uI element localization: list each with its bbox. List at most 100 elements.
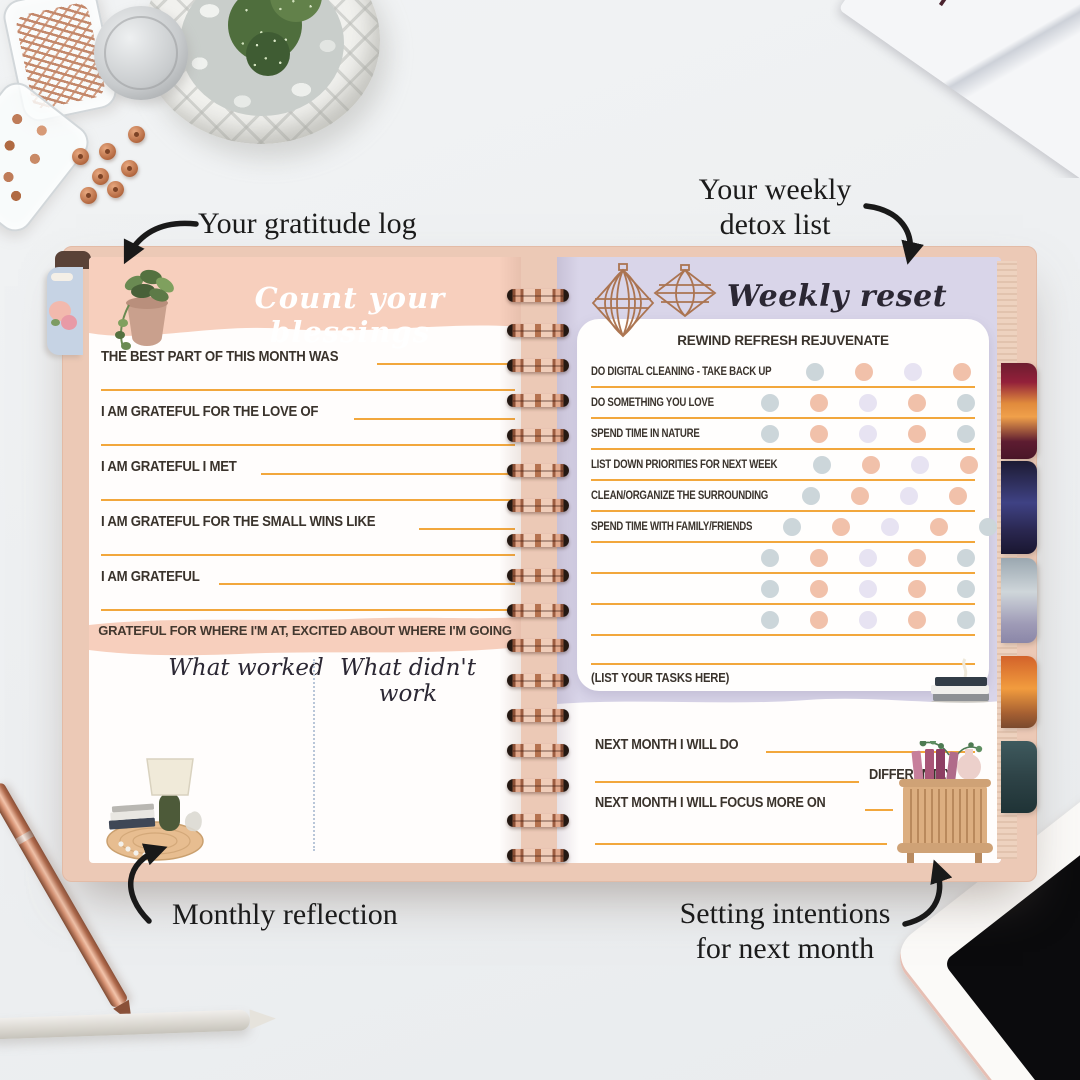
task-label: LIST DOWN PRIORITIES FOR NEXT WEEK [591,458,778,471]
habit-dot [859,393,877,412]
habit-dot [810,393,828,412]
lamp-illustration [106,758,204,861]
habit-dot [859,579,877,598]
marble-cover: or [838,0,1080,178]
habit-dot [957,393,975,412]
pen-band [15,829,35,846]
annotation-line: for next month [695,932,875,965]
jar-lid [94,6,188,100]
gratitude-prompt: THE BEST PART OF THIS MONTH WAS [101,343,515,398]
habit-dot [957,579,975,598]
marble-notebook-partial-text: or [919,0,961,15]
gratitude-quote: GRATEFUL FOR WHERE I'M AT, EXCITED ABOUT… [98,623,512,638]
habit-dot [761,610,779,629]
sunset-tab-1 [1001,363,1037,459]
spiral-coil [507,674,569,687]
pushpin [128,126,145,143]
column-what-didnt-work: What didn't work [340,655,476,707]
habit-dot [948,486,967,505]
spiral-coil [507,324,569,337]
habit-dot [831,517,850,536]
writing-line [353,402,515,420]
spiral-binding [63,247,1036,881]
list-tasks-hint: (LIST YOUR TASKS HERE) [591,671,730,685]
spiral-coil [507,499,569,512]
weekly-reset-title: Weekly reset [726,279,948,314]
weekly-reset-card: REWIND REFRESH REJUVENATE DO DIGITAL CLE… [577,319,1001,691]
weekly-reset-subtitle: REWIND REFRESH REJUVENATE [677,333,889,348]
blank-task-line [591,636,975,665]
habit-dot [957,548,975,567]
spiral-coil [507,394,569,407]
weekly-task-row [591,574,975,605]
prompt-label: I AM GRATEFUL I MET [101,458,237,475]
gratitude-page: Count your blessings THE BEST PART OF TH… [89,257,521,863]
quote-band [89,617,521,656]
spiral-coil [507,849,569,862]
task-label: CLEAN/ORGANIZE THE SURROUNDING [591,489,769,502]
spiral-coil [507,779,569,792]
writing-line [595,765,859,783]
weekly-task-row: LIST DOWN PRIORITIES FOR NEXT WEEK [591,450,978,481]
task-label: DO DIGITAL CLEANING - TAKE BACK UP [591,365,772,378]
writing-line [261,457,515,475]
writing-line [376,347,515,365]
habit-dot [810,579,828,598]
habit-dot [910,455,929,474]
writing-line [101,554,515,556]
habit-dot [761,393,779,412]
annotation-setting-intentions: Setting intentions for next month [655,896,915,966]
habit-dot [899,486,918,505]
gratitude-prompt: I AM GRATEFUL I MET [101,453,515,508]
annotation-line: detox list [719,208,831,241]
sunset-tab-4 [1001,656,1037,728]
writing-line [218,567,515,585]
intention-prompt-1: NEXT MONTH I WILL DO [595,737,739,753]
sunset-tab-5 [1001,741,1037,813]
marble-notebook: or [830,0,1080,178]
prompt-label: I AM GRATEFUL FOR THE SMALL WINS LIKE [101,513,376,530]
task-label: SPEND TIME IN NATURE [591,427,700,440]
tab-lace [51,273,73,281]
habit-dot [761,424,779,443]
annotation-weekly-detox: Your weekly detox list [668,172,882,242]
spiral-coil [507,709,569,722]
cabinet-illustration [897,741,993,863]
habit-dot [861,455,880,474]
spiral-coil [507,359,569,372]
weekly-task-row: DO SOMETHING YOU LOVE [591,388,975,419]
sunset-tab-3 [1001,558,1037,643]
habit-dots [761,548,975,567]
habit-dots [761,579,975,598]
pushpin [99,143,116,160]
habit-dot [957,610,975,629]
pushpin [107,181,124,198]
habit-dot [801,486,820,505]
pushpin [72,148,89,165]
habit-dot [908,393,926,412]
prompt-label: I AM GRATEFUL [101,568,200,585]
weekly-task-row: DO DIGITAL CLEANING - TAKE BACK UP [591,357,975,388]
weekly-task-row: SPEND TIME WITH FAMILY/FRIENDS [591,512,997,543]
habit-dot [810,548,828,567]
writing-line [101,444,515,446]
annotation-line: Setting intentions [679,897,891,930]
intention-prompt-2: NEXT MONTH I WILL FOCUS MORE ON [595,795,826,811]
spiral-coil [507,814,569,827]
habit-dot [761,548,779,567]
task-label: DO SOMETHING YOU LOVE [591,396,714,409]
rattan-lanterns-illustration [591,263,717,338]
writing-line [595,819,887,845]
weekly-reset-page: REWIND REFRESH REJUVENATE DO DIGITAL CLE… [557,257,1001,863]
pushpin [80,187,97,204]
writing-line [864,793,893,811]
habit-dots [805,362,1001,381]
lavender-wave [557,698,1001,717]
annotation-gratitude-log: Your gratitude log [198,207,417,240]
habit-dot [929,517,948,536]
intention-row-3: NEXT MONTH I WILL FOCUS MORE ON [595,785,893,811]
cactus [270,0,322,22]
gratitude-prompt: I AM GRATEFUL FOR THE SMALL WINS LIKE [101,508,515,563]
habit-dot [859,424,877,443]
